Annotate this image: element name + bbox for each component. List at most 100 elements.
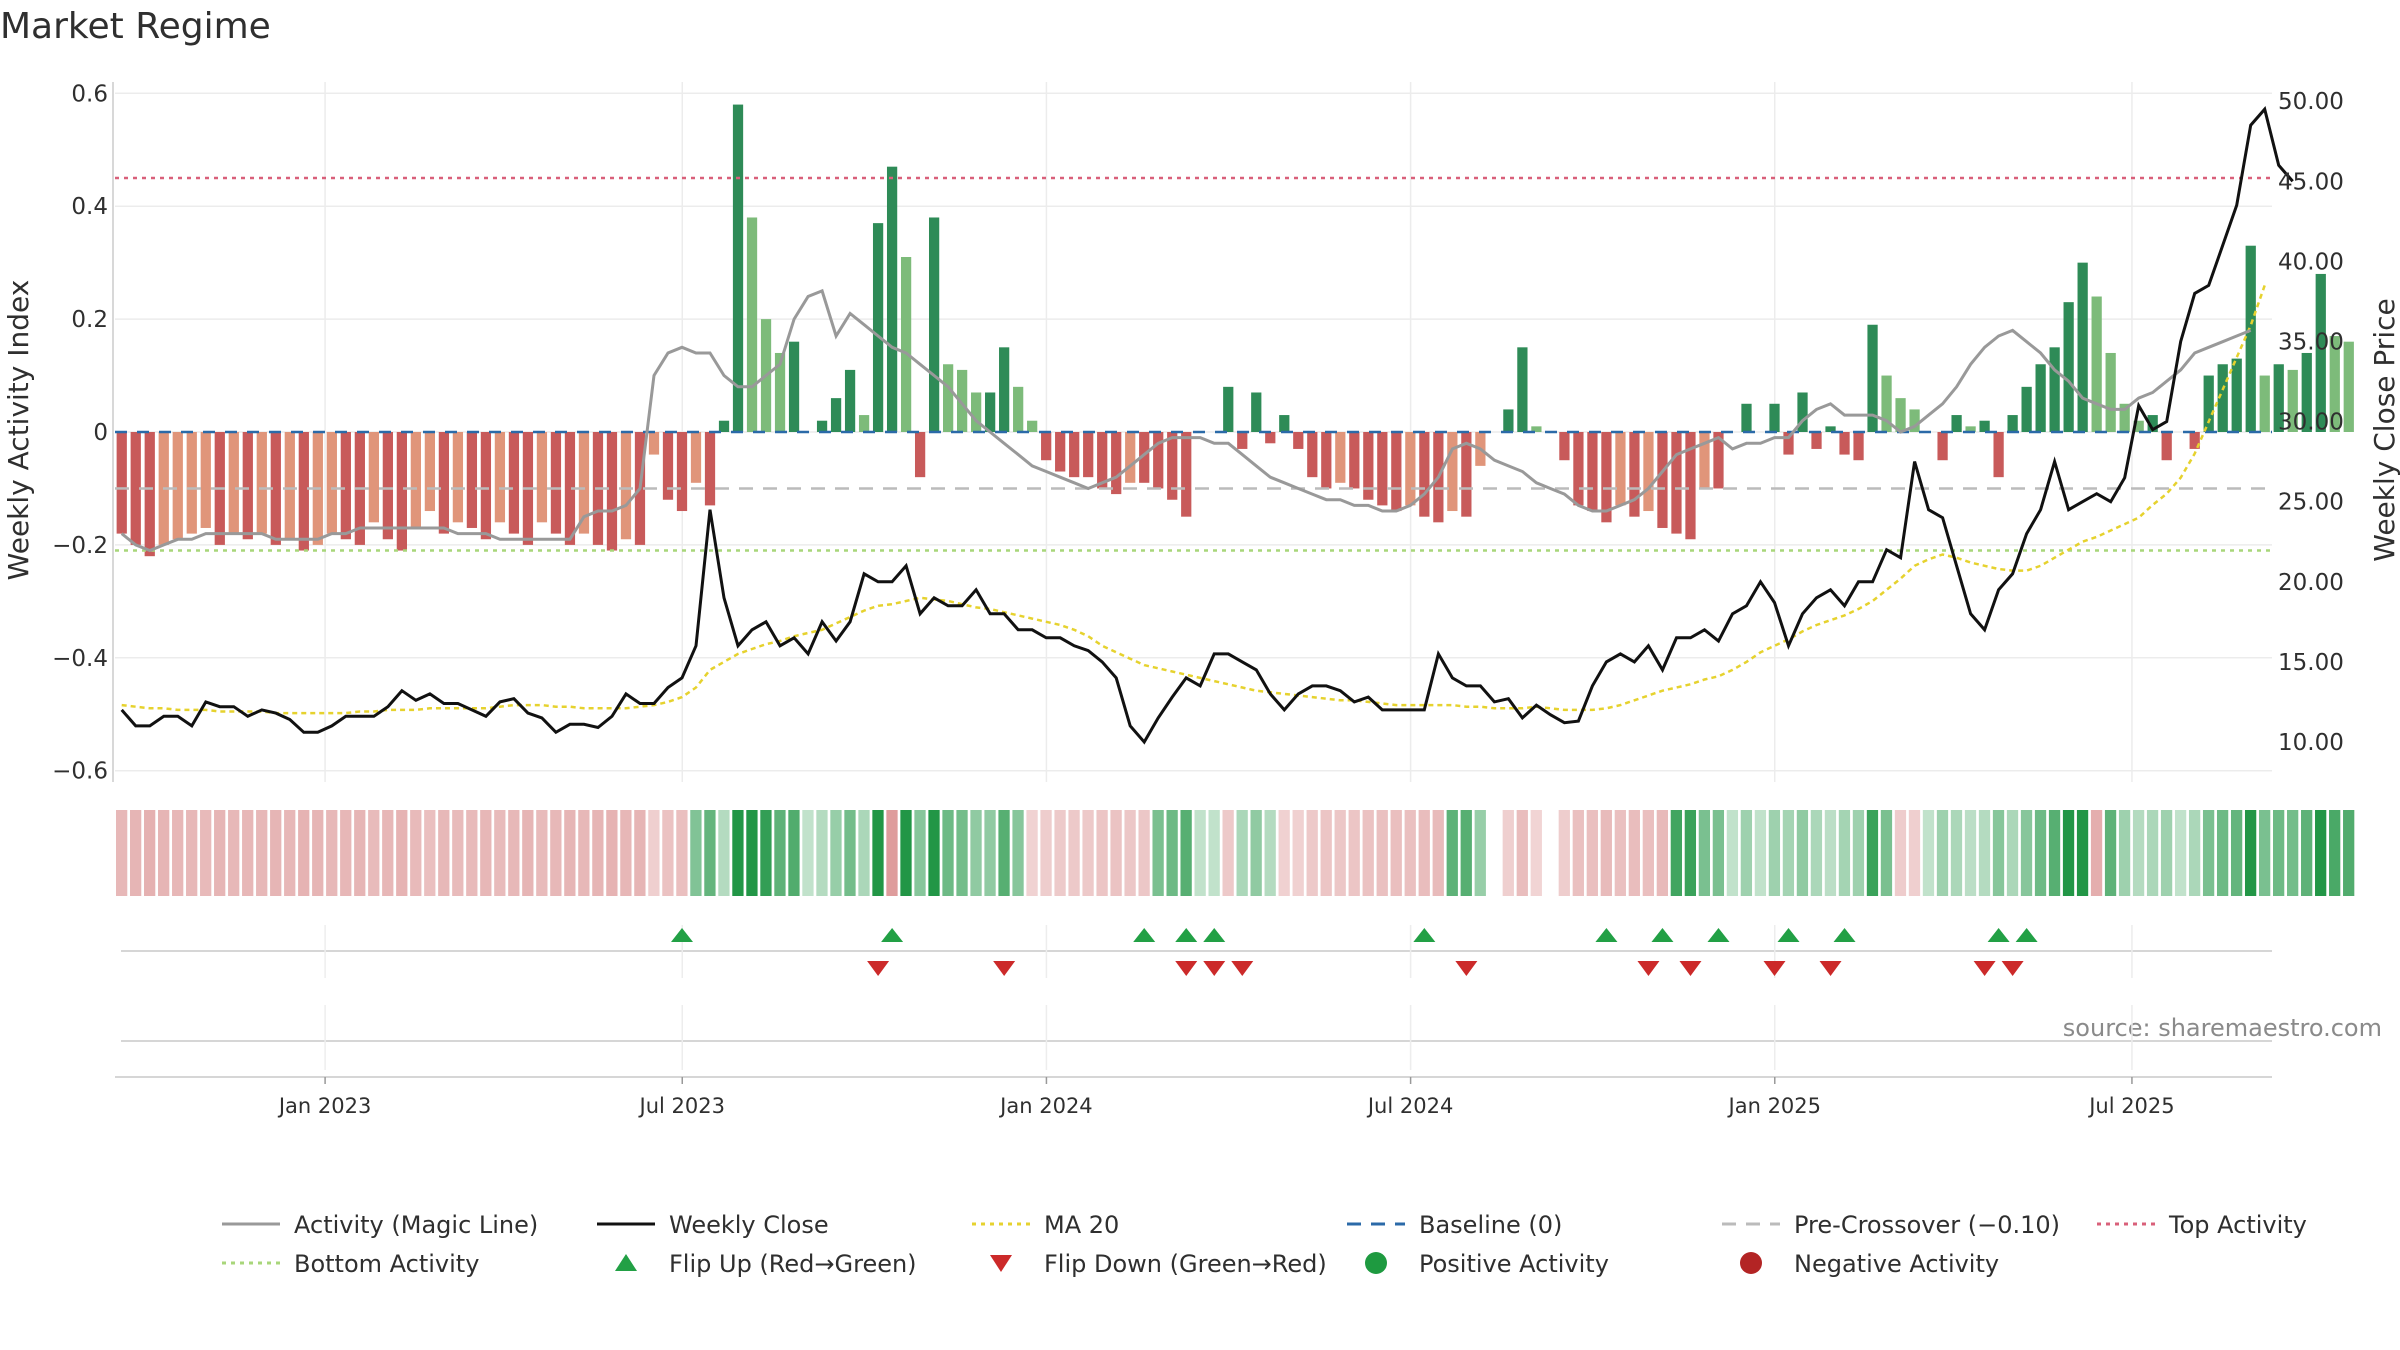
reference-lines (115, 176, 2272, 552)
activity-bar (242, 432, 253, 540)
activity-bar (578, 432, 590, 534)
regime-cell (186, 810, 198, 896)
regime-cell (522, 810, 534, 896)
regime-cell (2244, 810, 2257, 896)
regime-cell (536, 810, 548, 896)
regime-cell (1726, 810, 1739, 896)
flip-markers (121, 925, 2272, 1070)
activity-bar (1419, 432, 1430, 517)
activity-bar (1559, 432, 1570, 461)
activity-bar (886, 166, 898, 432)
activity-bar (1825, 426, 1836, 432)
regime-cell (788, 810, 800, 896)
regime-cell (2301, 810, 2313, 896)
activity-bar (2245, 245, 2256, 432)
regime-cell (1124, 810, 1136, 896)
activity-bar (1839, 432, 1850, 455)
activity-bar (1573, 432, 1584, 506)
activity-bar (704, 432, 716, 506)
regime-cell (438, 810, 450, 896)
flip-up-marker (1833, 928, 1856, 942)
regime-cell (158, 810, 170, 896)
regime-cell (1026, 810, 1038, 896)
activity-bar (536, 432, 548, 523)
regime-strip (116, 810, 2355, 896)
activity-bar (1447, 432, 1458, 512)
activity-bar (1125, 432, 1136, 483)
regime-cell (746, 810, 758, 896)
regime-cell (130, 810, 142, 896)
regime-cell (1712, 810, 1725, 896)
activity-bar (732, 104, 744, 433)
activity-bar (1307, 432, 1318, 478)
regime-cell (1474, 810, 1486, 896)
regime-cell (564, 810, 576, 896)
regime-cell (116, 810, 128, 896)
regime-cell (1586, 810, 1598, 896)
activity-bar (2035, 364, 2046, 432)
regime-cell (2216, 810, 2229, 896)
regime-cell (326, 810, 338, 896)
regime-cell (774, 810, 786, 896)
regime-cell (1516, 810, 1528, 896)
regime-cell (1306, 810, 1318, 896)
regime-cell (1208, 810, 1220, 896)
regime-cell (1614, 810, 1626, 896)
regime-cell (704, 810, 716, 896)
activity-bar (858, 415, 870, 432)
regime-cell (2315, 810, 2327, 896)
activity-bar (1293, 432, 1304, 449)
activity-bar (1881, 375, 1892, 432)
regime-cell (2062, 810, 2075, 896)
regime-cell (830, 810, 842, 896)
activity-bar (480, 432, 492, 540)
regime-cell (1894, 810, 1907, 896)
regime-cell (200, 810, 212, 896)
activity-bar (1223, 386, 1234, 432)
regime-cell (2048, 810, 2061, 896)
y2-tick-label: 30.00 (2278, 410, 2344, 436)
activity-bar (1405, 432, 1416, 506)
weekly-close-line (120, 106, 2294, 745)
activity-bar (2189, 432, 2200, 449)
regime-cell (2287, 810, 2299, 896)
regime-cell (648, 810, 660, 896)
regime-cell (1320, 810, 1332, 896)
activity-bar (1867, 324, 1878, 432)
regime-cell (956, 810, 968, 896)
regime-cell (1754, 810, 1767, 896)
regime-cell (1698, 810, 1711, 896)
activity-bar (1097, 432, 1108, 489)
legend-label: Flip Down (Green→Red) (1044, 1250, 1327, 1278)
activity-bar (1993, 432, 2004, 478)
regime-cell (1530, 810, 1542, 896)
legend-swatch (615, 1254, 637, 1271)
activity-bar (2021, 386, 2032, 432)
activity-bar (130, 432, 141, 545)
regime-cell (1740, 810, 1753, 896)
flip-down-marker (993, 961, 1016, 976)
flip-down-marker (1175, 961, 1198, 976)
activity-bar (1643, 432, 1654, 512)
regime-cell (494, 810, 506, 896)
regime-cell (1502, 810, 1514, 896)
flip-up-marker (671, 928, 694, 942)
activity-bar (2217, 364, 2228, 432)
activity-bar (494, 432, 506, 523)
activity-bar (928, 217, 940, 432)
activity-bar (1391, 432, 1402, 512)
flip-down-marker (1637, 961, 1660, 976)
activity-bar (284, 432, 295, 540)
y2-tick-label: 40.00 (2278, 249, 2344, 275)
regime-cell (2258, 810, 2271, 896)
regime-cell (214, 810, 226, 896)
regime-cell (354, 810, 366, 896)
regime-cell (970, 810, 982, 896)
activity-bar (957, 369, 968, 432)
legend-label: Weekly Close (669, 1211, 829, 1239)
flip-down-marker (1819, 961, 1842, 976)
regime-cell (1768, 810, 1781, 896)
regime-cell (1600, 810, 1612, 896)
activity-bar (1027, 420, 1038, 432)
activity-bar (144, 432, 155, 557)
